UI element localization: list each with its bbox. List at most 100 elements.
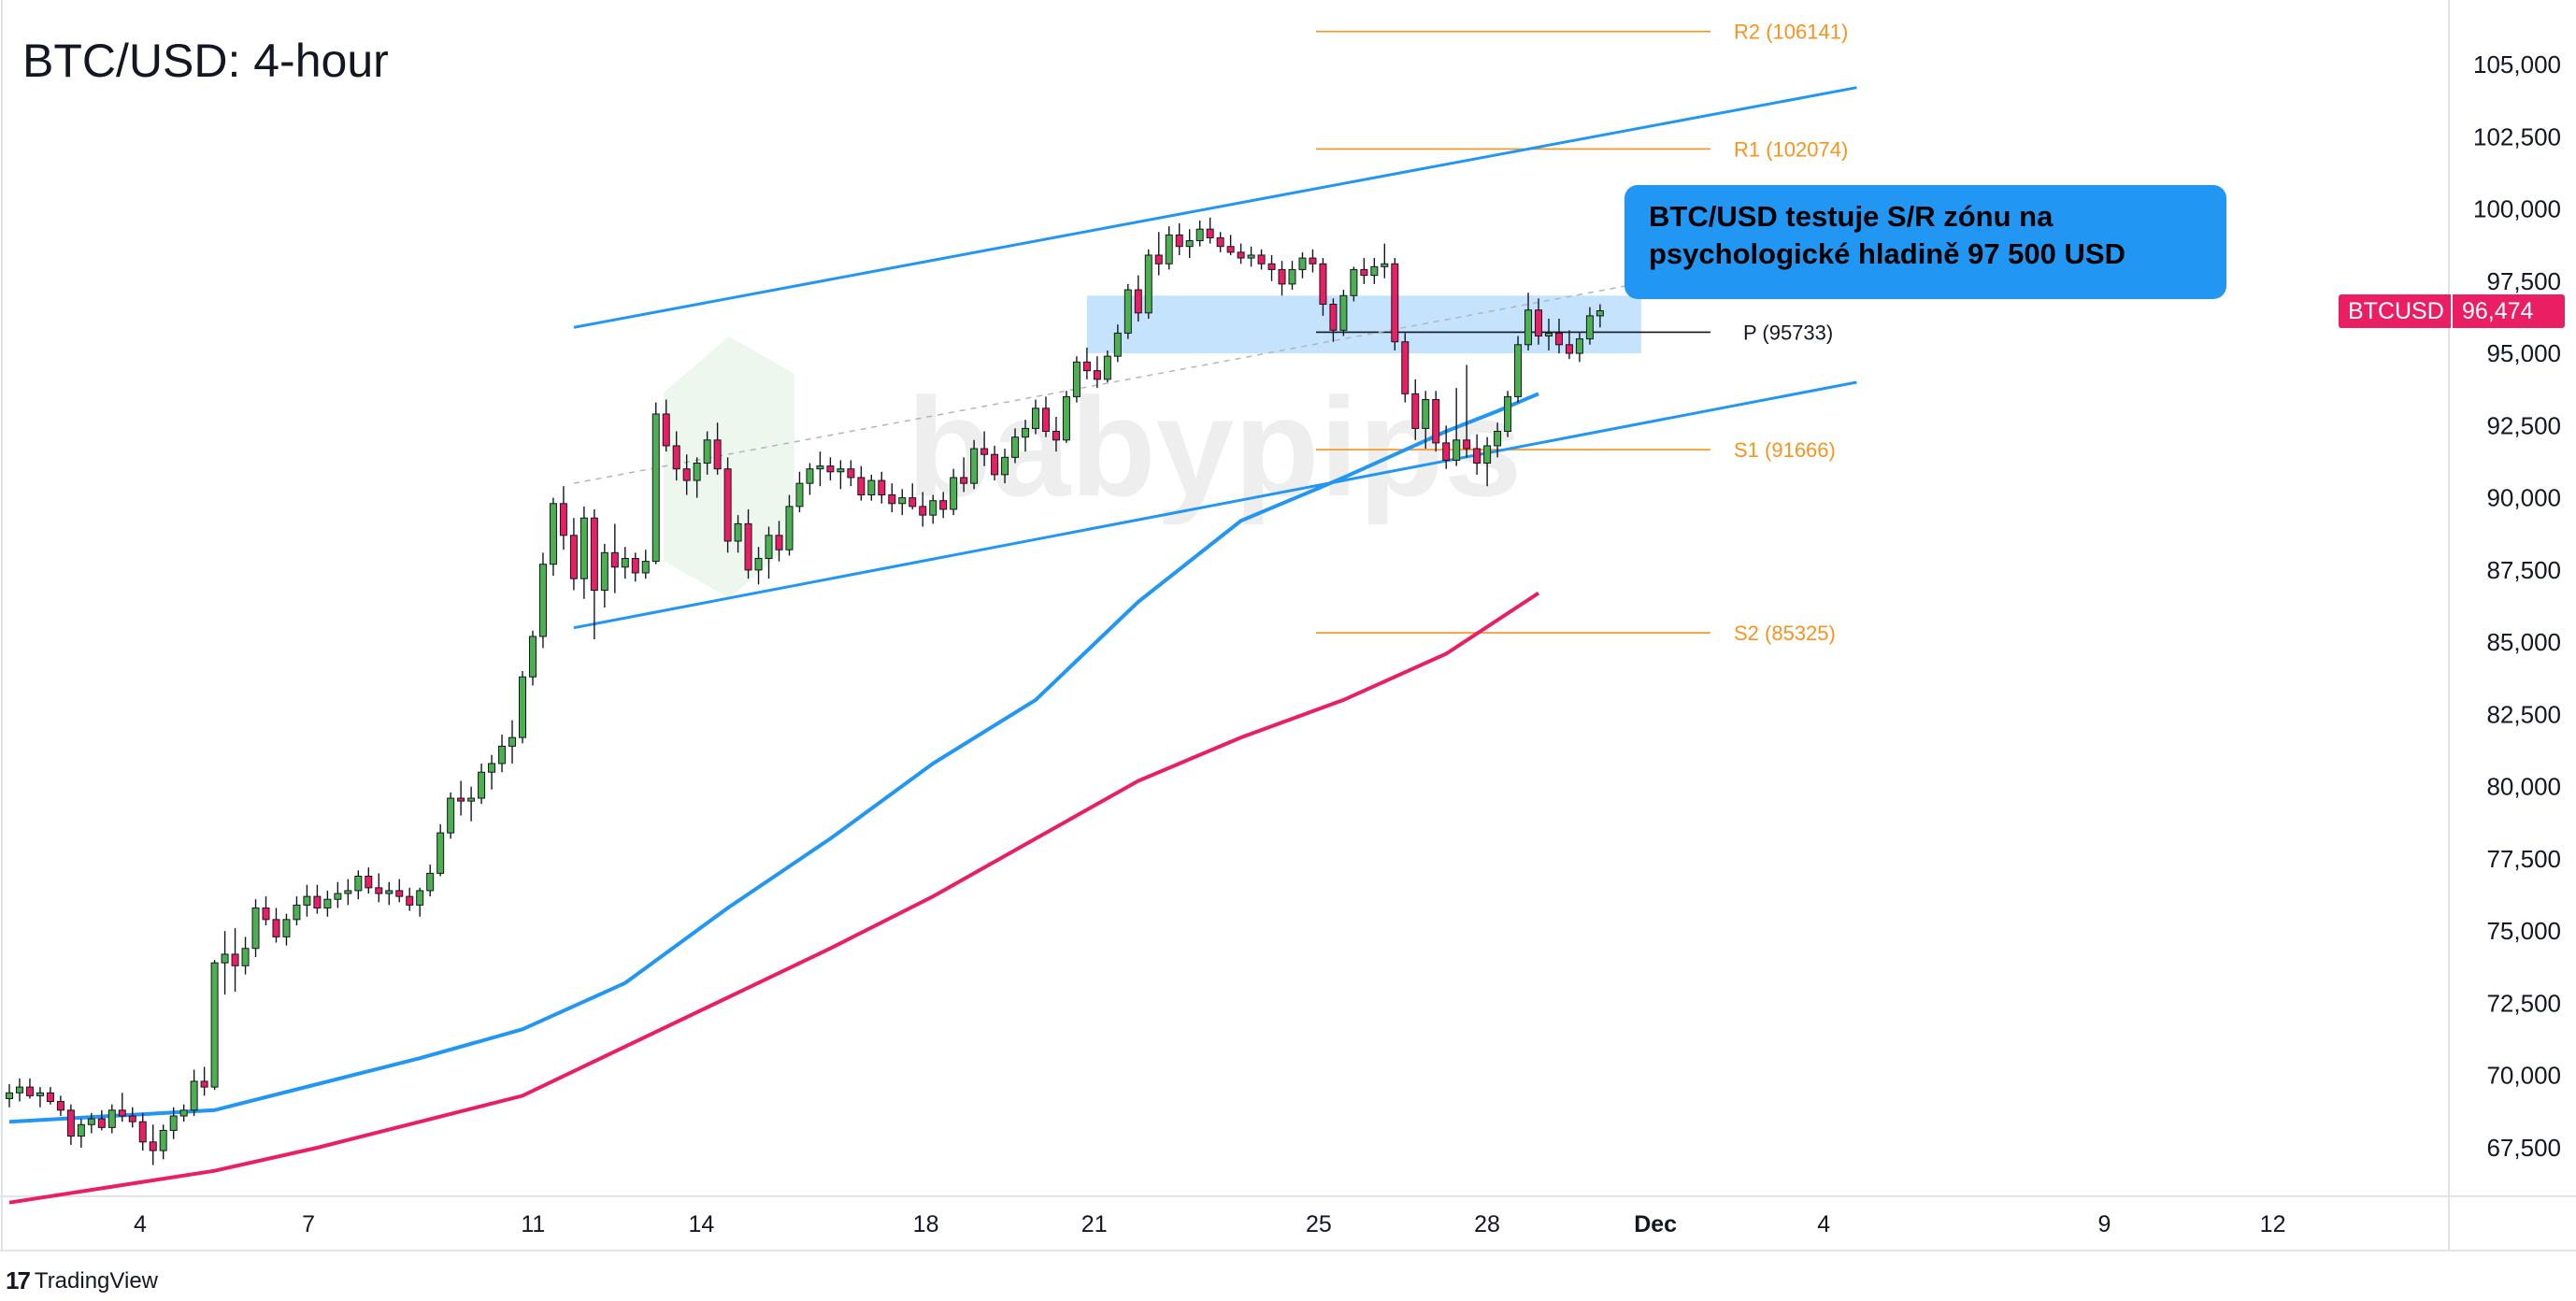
candle-body-96 bbox=[991, 453, 999, 476]
candle-57 bbox=[590, 508, 598, 640]
candle-body-14 bbox=[149, 1141, 157, 1151]
candle-45 bbox=[467, 786, 476, 822]
candle-118 bbox=[1216, 232, 1224, 252]
x-tick-label-2: 11 bbox=[521, 1211, 545, 1237]
candle-body-120 bbox=[1237, 251, 1245, 259]
candle-body-13 bbox=[138, 1121, 147, 1143]
brand-text: TradingView bbox=[34, 1267, 158, 1294]
candle-body-1 bbox=[15, 1086, 23, 1094]
candle-body-28 bbox=[293, 904, 301, 921]
candle-body-49 bbox=[508, 736, 517, 747]
candle-body-9 bbox=[97, 1118, 106, 1128]
candle-body-129 bbox=[1329, 304, 1338, 331]
candle-65 bbox=[672, 431, 680, 481]
candle-body-35 bbox=[365, 875, 373, 889]
candle-body-135 bbox=[1391, 263, 1399, 343]
pivot-label-0: R2 (106141) bbox=[1734, 21, 1848, 44]
candle-body-150 bbox=[1545, 332, 1553, 337]
price-axis[interactable]: 67,500 70,000 72,500 75,000 77,500 80,000 82,5… bbox=[2473, 50, 2561, 1162]
candle-body-138 bbox=[1422, 399, 1430, 429]
candle-body-106 bbox=[1093, 370, 1101, 380]
candle-body-131 bbox=[1350, 268, 1358, 296]
x-tick-label-9: 4 bbox=[1817, 1211, 1830, 1237]
candle-103 bbox=[1062, 391, 1070, 443]
candle-body-54 bbox=[559, 503, 567, 536]
watermark-text: babypips bbox=[907, 368, 1522, 525]
candle-62 bbox=[641, 550, 650, 579]
candle-body-29 bbox=[303, 895, 311, 906]
candle-87 bbox=[898, 489, 907, 516]
candle-body-117 bbox=[1206, 228, 1214, 238]
symbol-price-label: BTCUSD bbox=[2339, 294, 2451, 328]
tradingview-brand[interactable]: 17 TradingView bbox=[6, 1266, 158, 1295]
y-tick-label-12: 97,500 bbox=[2486, 267, 2561, 295]
candle-body-22 bbox=[231, 953, 239, 966]
x-tick-label-7: 28 bbox=[1474, 1211, 1500, 1237]
candle-25 bbox=[262, 896, 270, 926]
candle-body-60 bbox=[621, 558, 629, 568]
candle-body-23 bbox=[241, 948, 250, 966]
candle-39 bbox=[406, 887, 414, 911]
callout-line-1: BTC/USD testuje S/R zónu na bbox=[1649, 200, 2054, 233]
candle-33 bbox=[344, 879, 352, 906]
candle-139 bbox=[1432, 391, 1440, 452]
candle-body-2 bbox=[25, 1086, 34, 1096]
candle-116 bbox=[1195, 220, 1204, 247]
candle-body-61 bbox=[631, 558, 639, 574]
candle-88 bbox=[909, 483, 917, 509]
candle-body-76 bbox=[785, 506, 794, 550]
candle-133 bbox=[1370, 258, 1379, 284]
candle-body-152 bbox=[1565, 344, 1573, 354]
candle-body-113 bbox=[1165, 234, 1173, 264]
candle-body-77 bbox=[795, 482, 804, 508]
candle-body-90 bbox=[929, 500, 937, 516]
candle-80 bbox=[826, 457, 835, 481]
candle-body-39 bbox=[406, 895, 414, 906]
candle-body-58 bbox=[600, 551, 608, 592]
candle-26 bbox=[272, 908, 280, 943]
candle-77 bbox=[795, 471, 804, 513]
candle-body-31 bbox=[323, 898, 332, 908]
candle-body-127 bbox=[1309, 257, 1317, 264]
candle-body-43 bbox=[447, 797, 455, 834]
candle-body-144 bbox=[1483, 445, 1492, 465]
candle-body-79 bbox=[816, 465, 824, 470]
candle-144 bbox=[1483, 436, 1492, 487]
y-tick-label-0: 67,500 bbox=[2486, 1134, 2561, 1162]
candle-34 bbox=[354, 870, 363, 900]
candle-body-88 bbox=[909, 497, 917, 508]
candle-body-108 bbox=[1113, 332, 1122, 357]
channel-lower-line bbox=[573, 380, 1857, 630]
y-tick-label-2: 72,500 bbox=[2486, 989, 2561, 1017]
candle-82 bbox=[847, 460, 855, 487]
time-axis[interactable]: 4 7 11 14 18 21 25 28 Dec 4 9 12 bbox=[134, 1211, 2285, 1237]
candle-13 bbox=[138, 1112, 147, 1151]
x-tick-label-5: 21 bbox=[1081, 1211, 1108, 1237]
candle-104 bbox=[1072, 356, 1080, 403]
candle-body-133 bbox=[1370, 265, 1379, 277]
candle-body-21 bbox=[221, 953, 229, 964]
candles bbox=[6, 217, 1604, 1165]
candle-body-114 bbox=[1175, 234, 1183, 248]
candle-body-63 bbox=[651, 413, 660, 563]
candle-127 bbox=[1309, 249, 1317, 273]
candle-83 bbox=[857, 465, 866, 501]
candle-body-67 bbox=[693, 463, 701, 481]
candle-body-33 bbox=[344, 890, 352, 894]
candle-148 bbox=[1524, 293, 1533, 350]
candle-body-115 bbox=[1185, 240, 1194, 248]
candle-body-18 bbox=[190, 1080, 198, 1111]
candle-body-50 bbox=[519, 676, 526, 738]
candle-body-104 bbox=[1072, 361, 1080, 397]
candle-body-147 bbox=[1514, 344, 1523, 397]
x-tick-label-6: 25 bbox=[1306, 1211, 1332, 1237]
candle-66 bbox=[682, 454, 691, 495]
candle-body-19 bbox=[200, 1080, 208, 1088]
candle-153 bbox=[1575, 333, 1583, 363]
candle-93 bbox=[960, 457, 968, 493]
candle-0 bbox=[6, 1084, 13, 1108]
candle-63 bbox=[651, 402, 660, 565]
candle-76 bbox=[785, 494, 794, 556]
candle-106 bbox=[1093, 356, 1101, 389]
candle-body-73 bbox=[754, 558, 763, 571]
